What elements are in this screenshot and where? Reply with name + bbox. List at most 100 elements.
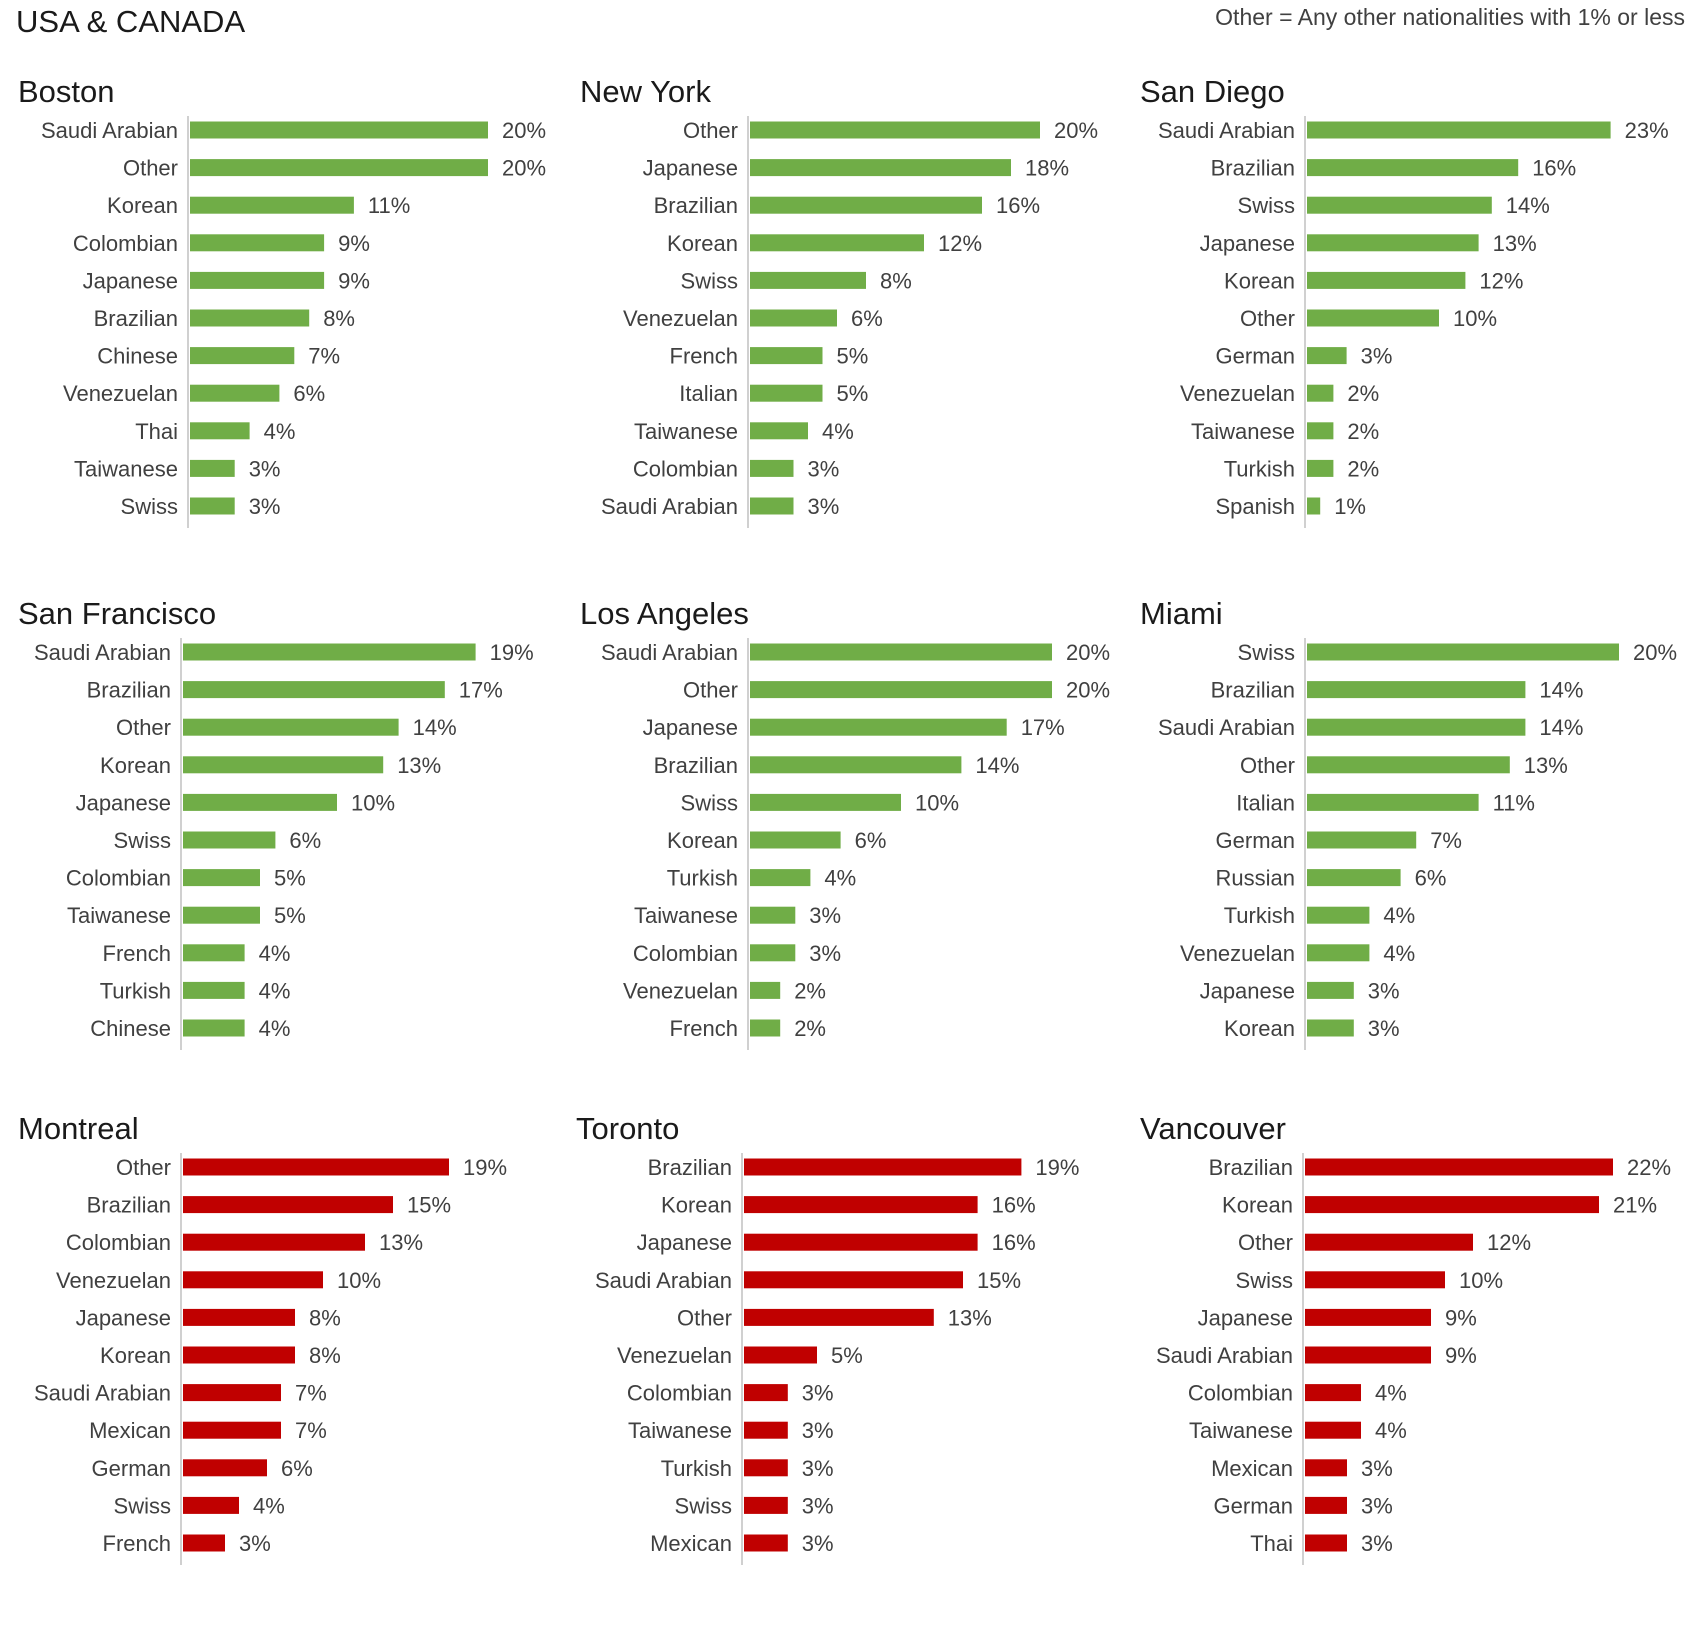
value-label-swiss: 14%	[1506, 193, 1550, 218]
chart-title-boston: Boston	[18, 74, 115, 109]
bar-turkish	[1307, 906, 1370, 924]
bar-swiss	[190, 497, 235, 515]
bar-german	[1307, 347, 1347, 365]
category-label-colombian: Colombian	[73, 231, 178, 256]
bar-venezuelan	[1307, 384, 1334, 402]
chart-title-san-francisco: San Francisco	[18, 596, 217, 631]
bar-saudi-arabian	[744, 1271, 963, 1289]
category-label-japanese: Japanese	[76, 790, 171, 815]
bar-other	[1307, 309, 1439, 327]
category-label-french: French	[103, 941, 171, 966]
bar-italian	[750, 384, 823, 402]
category-label-colombian: Colombian	[633, 941, 738, 966]
bar-other	[183, 718, 399, 736]
bar-brazilian	[750, 756, 962, 774]
bar-taiwanese	[183, 906, 260, 924]
chart-panel-boston: Boston Saudi Arabian 20% Other 20% Korean 11%…	[16, 74, 576, 574]
category-label-venezuelan: Venezuelan	[623, 978, 738, 1003]
value-label-japanese: 8%	[309, 1305, 341, 1330]
category-label-saudi-arabian: Saudi Arabian	[1158, 118, 1295, 143]
category-label-japanese: Japanese	[643, 156, 738, 181]
value-label-italian: 5%	[837, 381, 869, 406]
category-label-taiwanese: Taiwanese	[1189, 1418, 1293, 1443]
bar-other	[750, 681, 1052, 699]
value-label-taiwanese: 5%	[274, 903, 306, 928]
bar-saudi-arabian	[190, 121, 488, 139]
category-label-korean: Korean	[667, 231, 738, 256]
category-label-other: Other	[1240, 306, 1295, 331]
bar-swiss	[183, 1496, 239, 1514]
category-label-brazilian: Brazilian	[1211, 156, 1295, 181]
value-label-saudi-arabian: 3%	[808, 494, 840, 519]
category-label-taiwanese: Taiwanese	[1191, 419, 1295, 444]
category-label-mexican: Mexican	[650, 1531, 732, 1556]
category-label-german: German	[1216, 344, 1295, 369]
value-label-other: 12%	[1487, 1230, 1531, 1255]
value-label-swiss: 6%	[289, 828, 321, 853]
bar-taiwanese	[190, 459, 235, 477]
value-label-turkish: 2%	[1347, 456, 1379, 481]
bar-colombian	[190, 234, 325, 252]
category-label-brazilian: Brazilian	[654, 753, 738, 778]
bar-chart-toronto: Brazilian 19% Korean 16% Japanese 16% Saudi Ar…	[595, 1153, 1079, 1565]
value-label-brazilian: 17%	[459, 678, 503, 703]
value-label-french: 3%	[239, 1531, 271, 1556]
value-label-brazilian: 22%	[1627, 1155, 1671, 1180]
category-label-other: Other	[677, 1305, 732, 1330]
category-label-korean: Korean	[667, 828, 738, 853]
value-label-other: 20%	[1054, 118, 1098, 143]
value-label-french: 4%	[259, 941, 291, 966]
chart-title-los-angeles: Los Angeles	[580, 596, 749, 631]
bar-turkish	[183, 981, 245, 999]
category-label-japanese: Japanese	[76, 1305, 171, 1330]
category-label-other: Other	[116, 1155, 171, 1180]
category-label-turkish: Turkish	[1224, 903, 1295, 928]
category-label-russian: Russian	[1216, 866, 1295, 891]
bar-thai	[1305, 1534, 1347, 1552]
value-label-korean: 13%	[397, 753, 441, 778]
category-label-swiss: Swiss	[121, 494, 178, 519]
bar-japanese	[1305, 1308, 1431, 1326]
category-label-turkish: Turkish	[100, 978, 171, 1003]
bar-swiss	[750, 793, 901, 811]
category-label-french: French	[670, 1016, 738, 1041]
bar-swiss	[1307, 643, 1619, 661]
value-label-brazilian: 16%	[1532, 156, 1576, 181]
category-label-thai: Thai	[1250, 1531, 1293, 1556]
bar-brazilian	[183, 681, 445, 699]
category-label-saudi-arabian: Saudi Arabian	[601, 640, 738, 665]
bar-japanese	[1307, 234, 1479, 252]
category-label-venezuelan: Venezuelan	[63, 381, 178, 406]
category-label-brazilian: Brazilian	[87, 1193, 171, 1218]
value-label-turkish: 4%	[259, 978, 291, 1003]
category-label-spanish: Spanish	[1215, 494, 1295, 519]
value-label-chinese: 7%	[308, 344, 340, 369]
bar-swiss	[1305, 1271, 1445, 1289]
value-label-brazilian: 15%	[407, 1193, 451, 1218]
value-label-colombian: 13%	[379, 1230, 423, 1255]
category-label-japanese: Japanese	[1200, 231, 1295, 256]
bar-venezuelan	[1307, 944, 1370, 962]
category-label-korean: Korean	[1224, 268, 1295, 293]
category-label-brazilian: Brazilian	[1211, 678, 1295, 703]
value-label-brazilian: 8%	[323, 306, 355, 331]
bar-french	[750, 1019, 781, 1037]
bar-japanese	[750, 718, 1007, 736]
category-label-colombian: Colombian	[66, 1230, 171, 1255]
bar-chart-new-york: Other 20% Japanese 18% Brazilian 16% Korean 12%…	[601, 116, 1098, 528]
value-label-german: 7%	[1430, 828, 1462, 853]
category-label-italian: Italian	[679, 381, 738, 406]
category-label-swiss: Swiss	[114, 1493, 171, 1518]
category-label-korean: Korean	[100, 1343, 171, 1368]
value-label-venezuelan: 6%	[851, 306, 883, 331]
category-label-colombian: Colombian	[1188, 1381, 1293, 1406]
category-label-other: Other	[683, 118, 738, 143]
value-label-saudi-arabian: 19%	[490, 640, 534, 665]
value-label-korean: 3%	[1368, 1016, 1400, 1041]
bar-french	[183, 944, 245, 962]
value-label-colombian: 3%	[809, 941, 841, 966]
bar-japanese	[744, 1233, 978, 1251]
chart-title-montreal: Montreal	[18, 1111, 139, 1146]
bar-other	[190, 159, 488, 177]
category-label-chinese: Chinese	[97, 344, 178, 369]
